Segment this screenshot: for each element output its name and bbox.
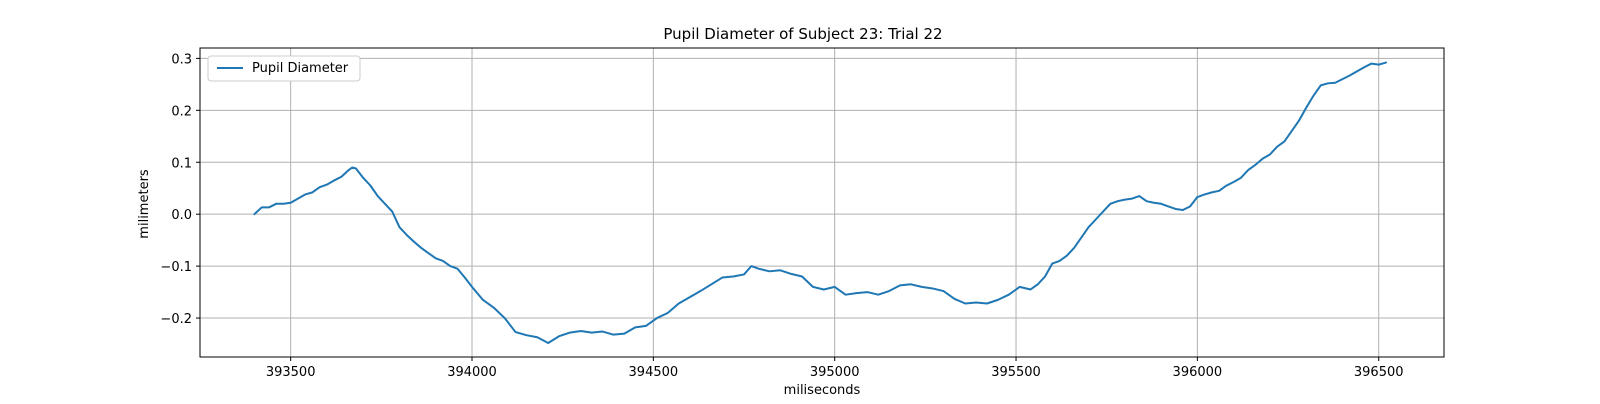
series-line-pupil-diameter: [253, 61, 1387, 344]
x-tick-label: 395000: [810, 365, 860, 380]
x-tick-label: 396000: [1173, 365, 1223, 380]
axis-ticks: 393500 394000 394500 395000 395500 396000 3965…: [160, 52, 1403, 380]
y-tick-label: −0.1: [160, 260, 192, 275]
x-tick-label: 395500: [991, 365, 1041, 380]
y-tick-label: −0.2: [160, 312, 192, 327]
legend-label: Pupil Diameter: [252, 61, 349, 76]
x-tick-label: 394000: [447, 365, 497, 380]
legend-box: [207, 55, 361, 82]
x-tick-label: 394500: [629, 365, 679, 380]
legend: Pupil Diameter: [207, 55, 361, 82]
y-tick-label: 0.0: [171, 208, 192, 223]
chart-title: Pupil Diameter of Subject 23: Trial 22: [663, 25, 942, 43]
y-tick-label: 0.2: [171, 104, 192, 119]
grid-lines: [200, 48, 1444, 357]
x-axis-label: miliseconds: [784, 383, 861, 398]
y-tick-label: 0.1: [171, 156, 192, 171]
x-tick-label: 393500: [266, 365, 316, 380]
x-tick-label: 396500: [1354, 365, 1404, 380]
plot-frame: [199, 47, 1445, 358]
y-tick-label: 0.3: [171, 52, 192, 67]
series-layer: [253, 61, 1387, 344]
y-axis-label: milimeters: [137, 169, 152, 239]
